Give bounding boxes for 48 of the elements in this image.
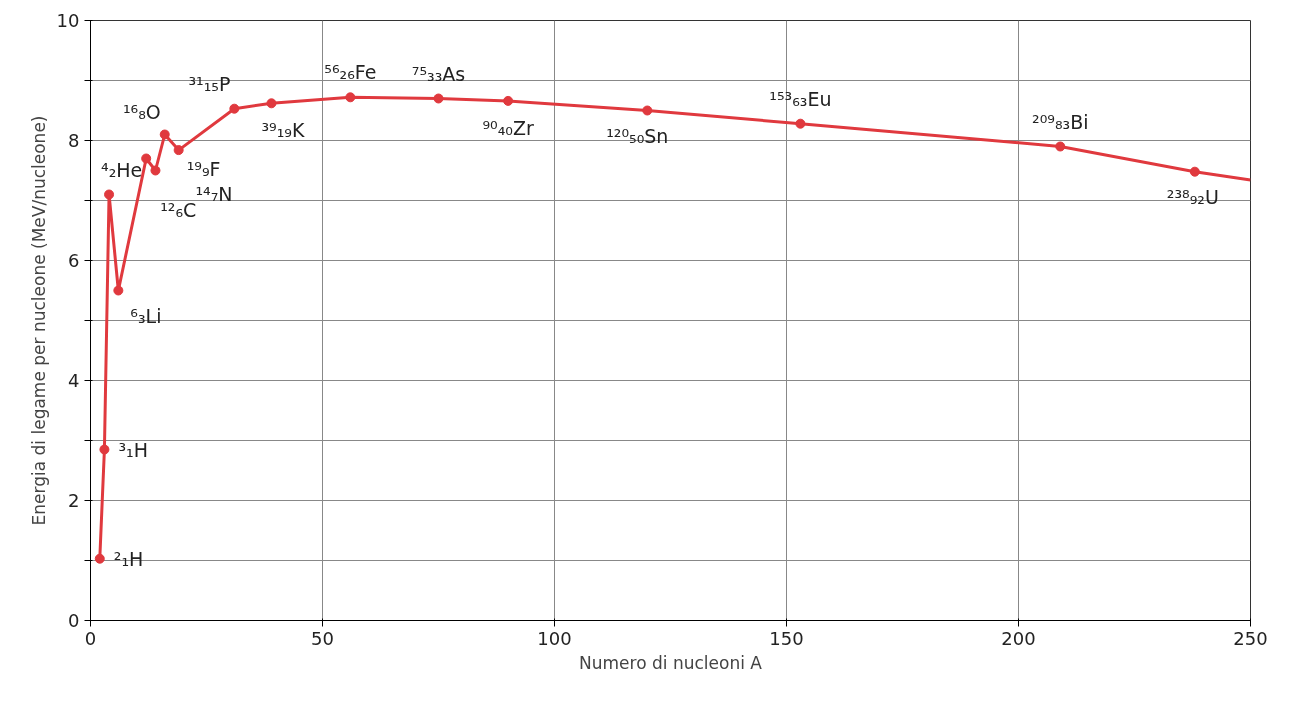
y-axis-title: Energia di legame per nucleone (MeV/nucleone) [28,115,49,526]
point [266,98,277,109]
annotation: ³¹₁₅P [188,72,231,95]
point [94,553,105,564]
x-tick-label: 250 [1233,627,1268,649]
x-tick-label: 50 [311,627,334,649]
y-tick-label: 6 [68,250,80,271]
annotation: ¹²⁰₅₀Sn [606,124,669,147]
y-tick-label: 4 [68,370,80,391]
x-tick-label: 0 [84,627,97,649]
point [433,93,444,104]
annotation: ⁶₃Li [130,304,162,327]
point [795,118,806,129]
annotation: ²³⁸₉₂U [1166,185,1219,208]
annotation: ¹⁵³₆₃Eu [769,87,832,110]
annotation: ¹⁶₈O [122,100,161,123]
point [141,153,152,164]
point [503,95,514,106]
annotation: ¹⁹₉F [186,158,221,181]
y-tick-label: 8 [68,130,80,151]
annotation: ⁵⁶₂₆Fe [324,61,377,84]
x-tick-label: 150 [769,627,804,649]
x-axis-title: Numero di nucleoni A [579,652,763,673]
point [173,145,184,156]
point [99,444,110,455]
x-tick-label: 100 [537,627,572,649]
annotation: ³⁹₁₉K [261,119,305,142]
annotation: ¹⁴₇N [195,182,233,205]
point [1189,166,1200,177]
point [229,103,240,114]
point [104,189,115,200]
point [159,129,170,140]
point [642,105,653,116]
point [1055,141,1066,152]
annotation: ⁹⁰₄₀Zr [482,116,534,139]
annotation: ⁴₂He [101,158,143,181]
point [150,165,161,176]
annotation: ⁷⁵₃₃As [411,62,466,85]
point [113,285,124,296]
y-tick-label: 10 [56,10,80,31]
point [345,92,356,103]
y-tick-label: 2 [68,490,80,511]
annotation: ²₁H [113,547,144,570]
y-tick-label: 0 [68,610,80,631]
annotation: ³₁H [118,438,148,461]
annotation: ¹²₆C [160,198,197,221]
x-tick-label: 200 [1001,627,1036,649]
annotation: ²⁰⁹₈₃Bi [1032,110,1089,133]
